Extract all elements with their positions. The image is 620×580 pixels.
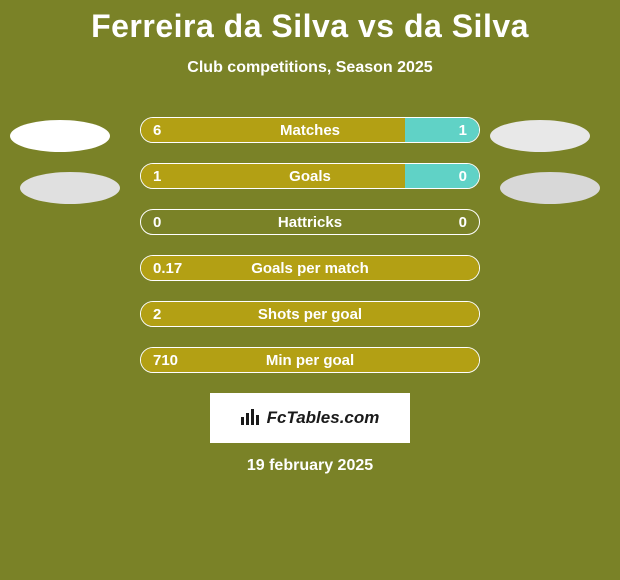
stat-row: 10Goals bbox=[140, 163, 480, 189]
date-label: 19 february 2025 bbox=[0, 457, 620, 475]
stat-label: Goals bbox=[141, 164, 479, 188]
stat-row: 61Matches bbox=[140, 117, 480, 143]
stat-row: 0.17Goals per match bbox=[140, 255, 480, 281]
page-title: Ferreira da Silva vs da Silva bbox=[0, 0, 620, 45]
stat-label: Hattricks bbox=[141, 210, 479, 234]
bar-chart-icon bbox=[241, 407, 261, 430]
stat-label: Shots per goal bbox=[141, 302, 479, 326]
stat-row: 00Hattricks bbox=[140, 209, 480, 235]
stat-row: 2Shots per goal bbox=[140, 301, 480, 327]
player-avatar-left bbox=[20, 172, 120, 204]
player-avatar-right bbox=[500, 172, 600, 204]
subtitle: Club competitions, Season 2025 bbox=[0, 59, 620, 77]
stat-row: 710Min per goal bbox=[140, 347, 480, 373]
stat-label: Min per goal bbox=[141, 348, 479, 372]
stat-label: Matches bbox=[141, 118, 479, 142]
player-avatar-right bbox=[490, 120, 590, 152]
stat-label: Goals per match bbox=[141, 256, 479, 280]
player-avatar-left bbox=[10, 120, 110, 152]
fctables-label: FcTables.com bbox=[267, 408, 380, 428]
fctables-badge[interactable]: FcTables.com bbox=[210, 393, 410, 443]
stats-container: 61Matches 10Goals 00Hattricks 0.17Goals per… bbox=[0, 117, 620, 373]
